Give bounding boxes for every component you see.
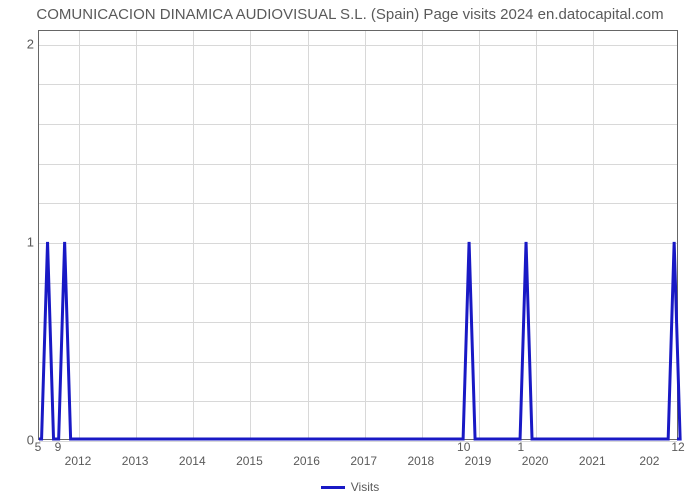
x-year-label: 2017	[350, 454, 377, 468]
x-year-label: 2013	[122, 454, 149, 468]
x-value-label: 10	[457, 440, 470, 454]
x-value-label: 5	[35, 440, 42, 454]
x-year-label: 2016	[293, 454, 320, 468]
x-year-label: 2021	[579, 454, 606, 468]
y-tick-label: 2	[4, 36, 34, 51]
x-year-label: 2018	[407, 454, 434, 468]
x-year-label: 2020	[522, 454, 549, 468]
y-tick-label: 0	[4, 433, 34, 448]
x-year-label: 202	[639, 454, 659, 468]
x-value-label: 1	[518, 440, 525, 454]
grid-h	[39, 441, 677, 442]
line-series	[39, 31, 677, 439]
x-year-label: 2019	[465, 454, 492, 468]
y-tick-label: 1	[4, 234, 34, 249]
x-value-label: 9	[55, 440, 62, 454]
legend-swatch	[321, 486, 345, 489]
x-year-label: 2012	[65, 454, 92, 468]
legend: Visits	[0, 480, 700, 494]
chart-title: COMUNICACION DINAMICA AUDIOVISUAL S.L. (…	[0, 6, 700, 23]
x-year-label: 2015	[236, 454, 263, 468]
x-year-label: 2014	[179, 454, 206, 468]
x-value-label: 12	[671, 440, 684, 454]
plot-area	[38, 30, 678, 440]
legend-label: Visits	[351, 480, 379, 494]
